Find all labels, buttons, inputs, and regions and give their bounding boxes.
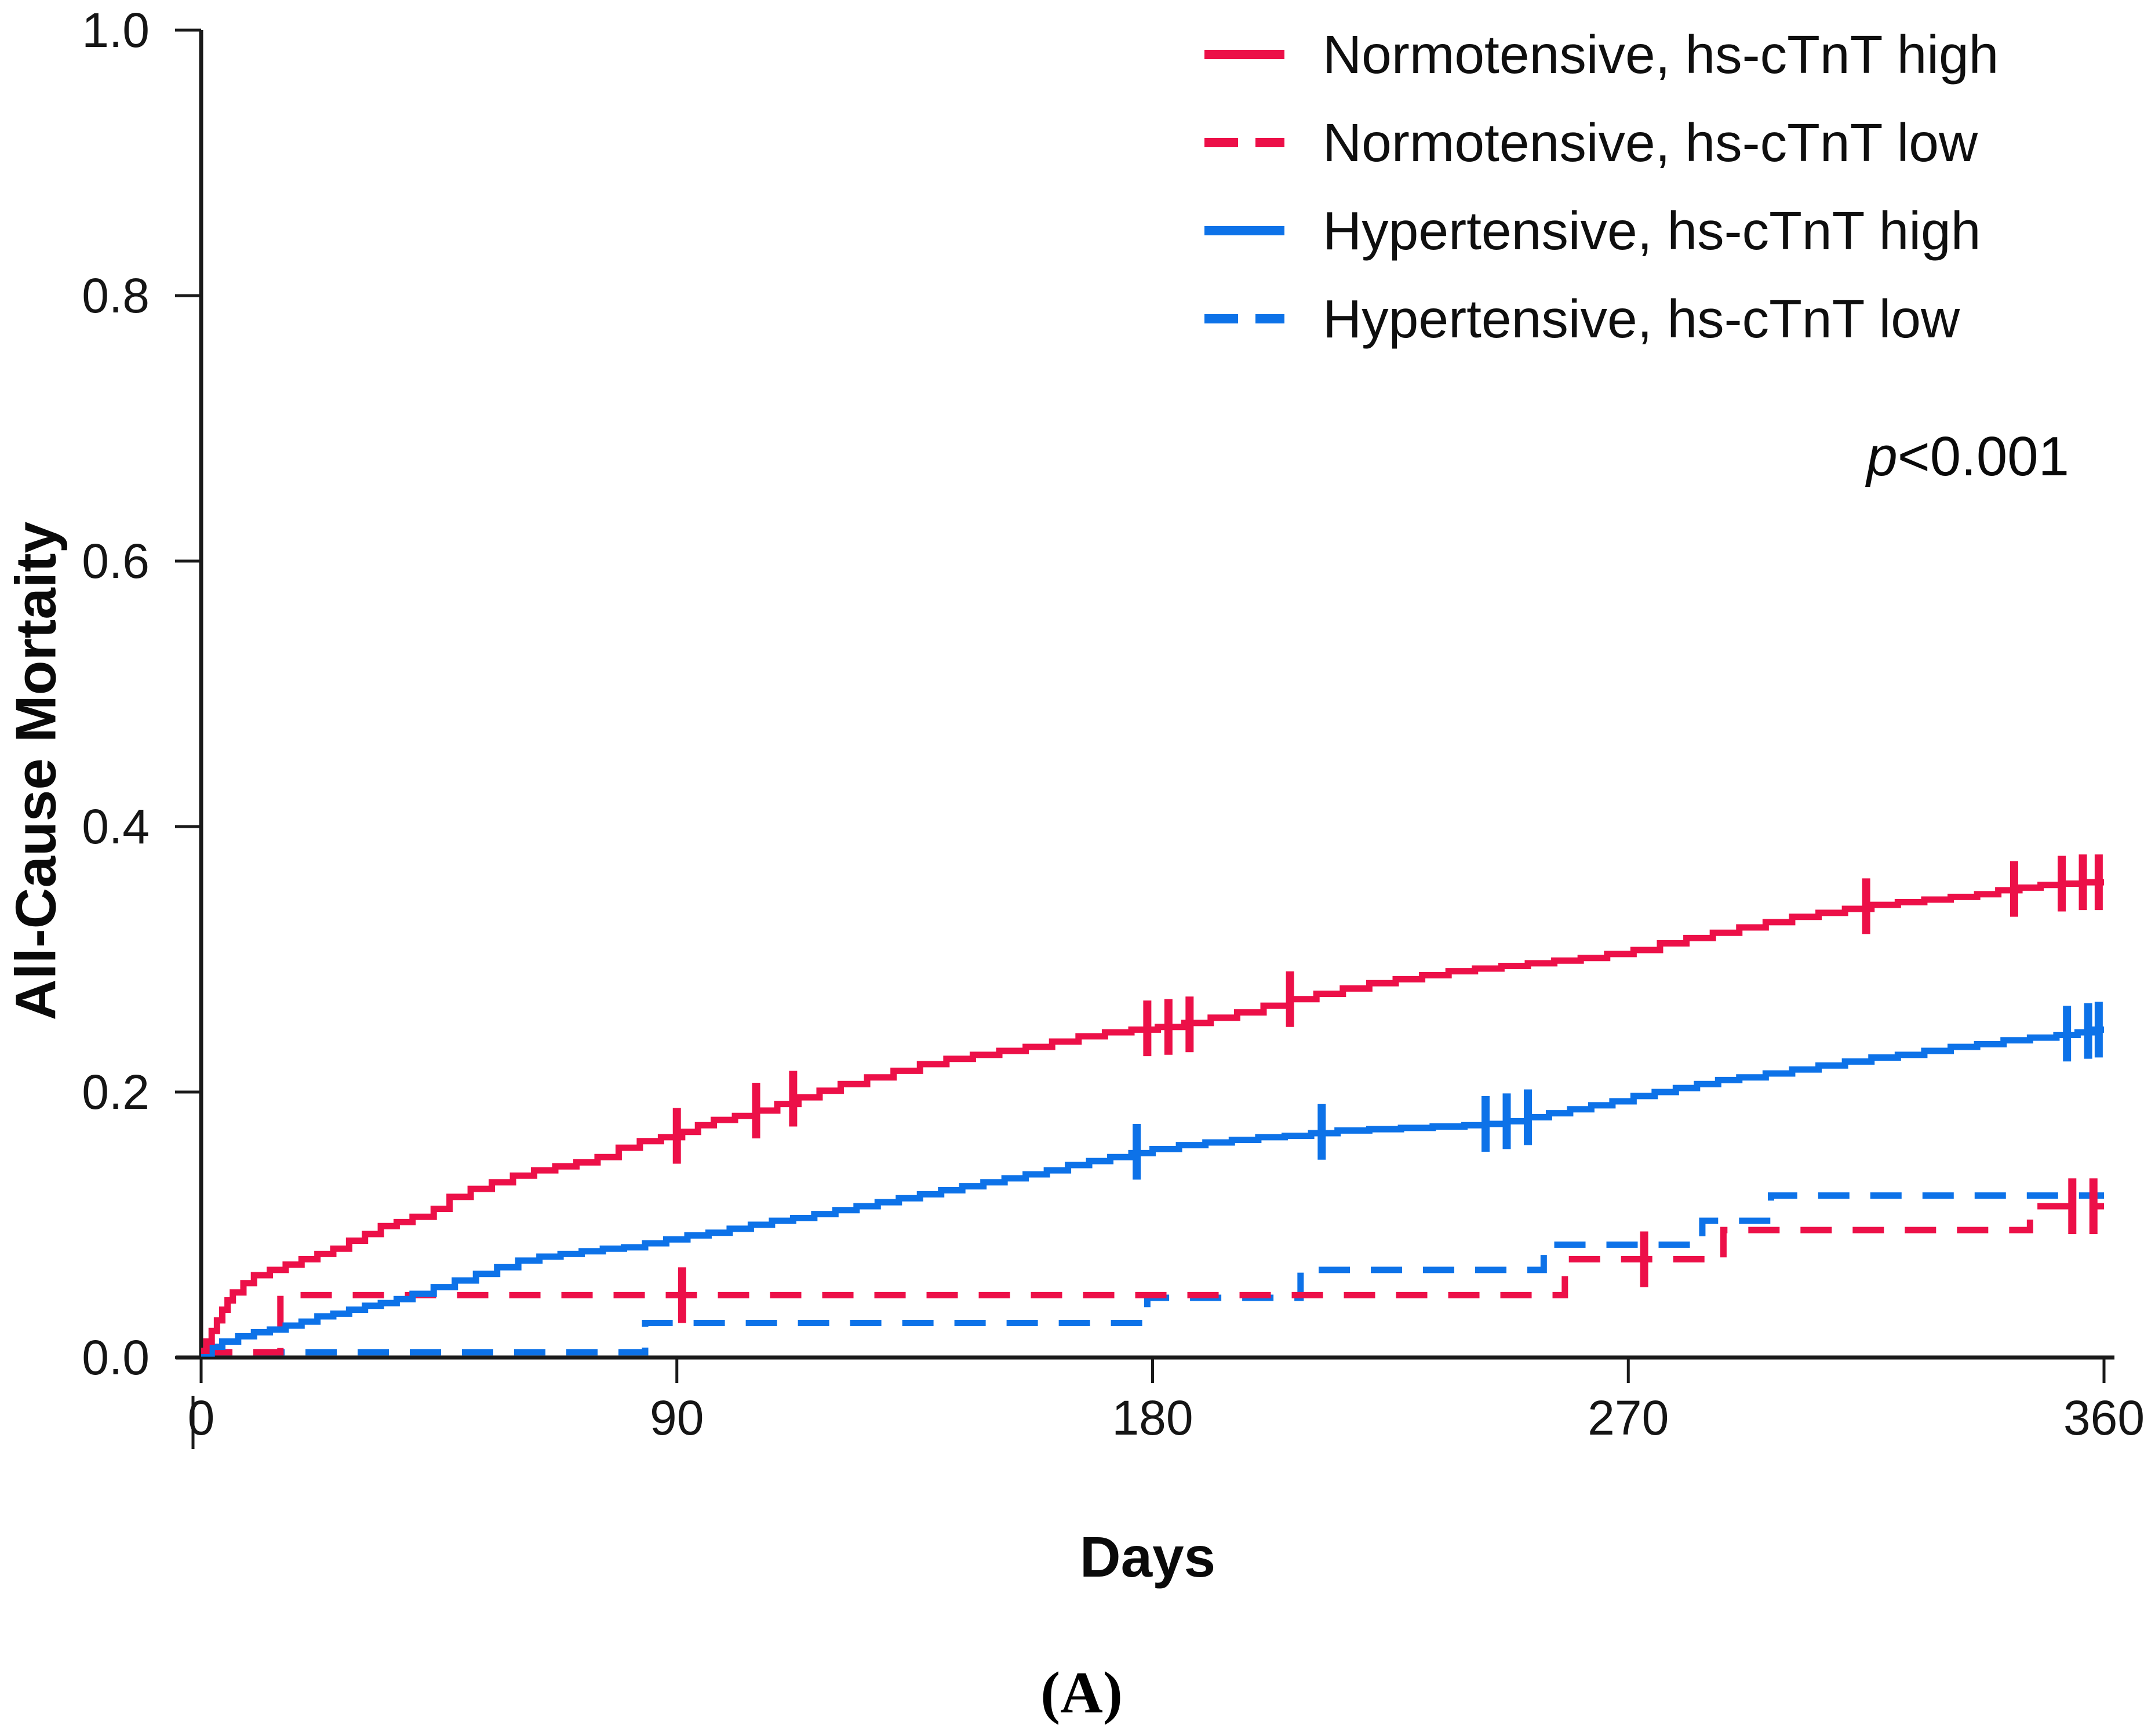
legend-item: Hypertensive, hs-cTnT high (1204, 187, 1999, 275)
y-tick-label: 0.6 (82, 534, 150, 588)
legend-label: Normotensive, hs-cTnT low (1323, 112, 1978, 173)
legend-line-red-dashed (1204, 138, 1284, 147)
km-curve-4 (201, 1192, 2104, 1356)
x-tick-label: 360 (2063, 1391, 2144, 1445)
x-tick-label: 270 (1588, 1391, 1669, 1445)
legend-line-red-solid (1204, 50, 1284, 59)
y-tick-label: 1.0 (82, 3, 150, 57)
y-tick-label: 0.0 (82, 1330, 150, 1385)
legend-label: Normotensive, hs-cTnT high (1323, 24, 1999, 85)
x-axis-title: Days (1079, 1525, 1216, 1589)
y-axis-title: All-Cause Mortaity (3, 521, 68, 1021)
y-tick-label: 0.8 (82, 268, 150, 323)
x-tick-label: 90 (650, 1391, 704, 1445)
x-tick-label: 0 (187, 1391, 215, 1445)
p-value-number: <0.001 (1897, 425, 2069, 487)
km-curve-3 (201, 1026, 2104, 1357)
p-value-symbol: p (1866, 425, 1898, 487)
legend-item: Normotensive, hs-cTnT high (1204, 10, 1999, 99)
x-tick-label: 180 (1112, 1391, 1193, 1445)
legend-line-blue-dashed (1204, 314, 1284, 323)
y-tick-label: 0.4 (82, 799, 150, 854)
p-value-annotation: p<0.001 (1733, 425, 2069, 489)
km-curve-2 (201, 1203, 2104, 1356)
km-curve-1 (201, 879, 2104, 1355)
legend-line-blue-solid (1204, 226, 1284, 235)
legend-label: Hypertensive, hs-cTnT low (1323, 288, 1960, 349)
panel-label: (A) (1040, 1660, 1123, 1726)
legend-label: Hypertensive, hs-cTnT high (1323, 200, 1981, 261)
legend-item: Normotensive, hs-cTnT low (1204, 99, 1999, 187)
y-tick-label: 0.2 (82, 1065, 150, 1119)
chart-legend: Normotensive, hs-cTnT high Normotensive,… (1204, 10, 1999, 363)
legend-item: Hypertensive, hs-cTnT low (1204, 275, 1999, 363)
